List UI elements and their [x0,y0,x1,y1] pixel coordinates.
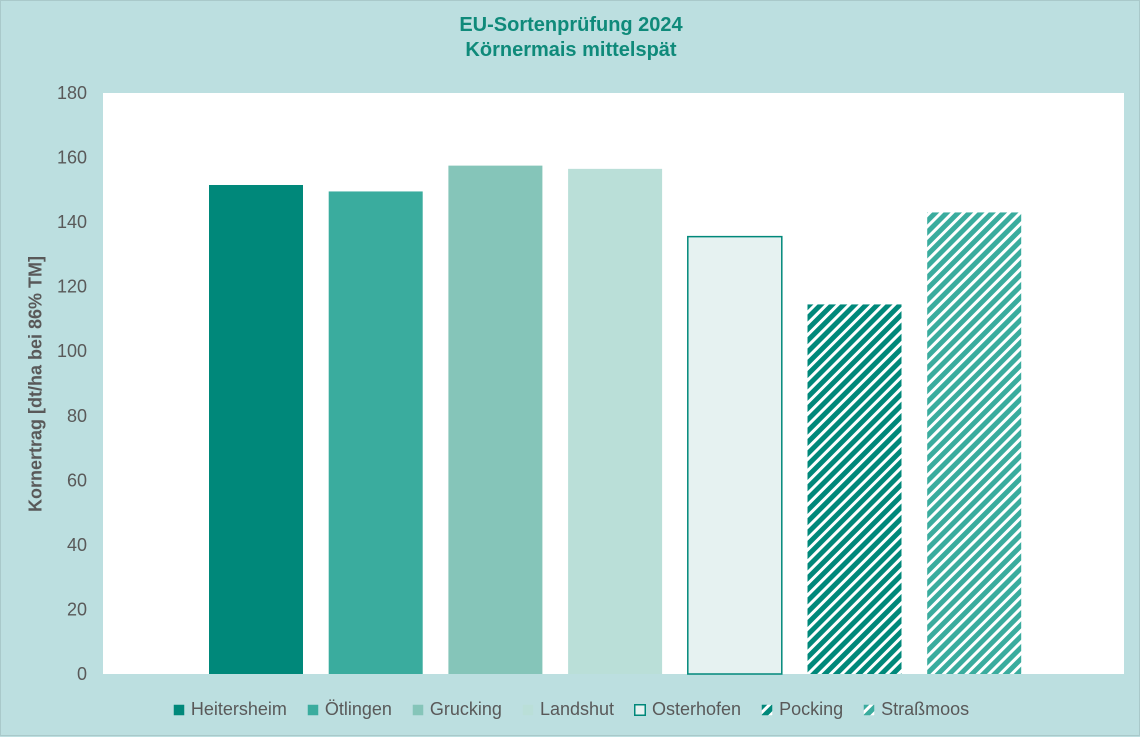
legend-swatch [863,704,875,715]
y-tick-label: 40 [67,535,87,555]
chart-title-line-2: Körnermais mittelspät [465,39,677,61]
legend-item: Osterhofen [634,699,741,720]
legend-label: Heitersheim [190,698,287,719]
y-tick-label: 80 [67,406,87,426]
legend-label: Landshut [539,698,615,719]
legend-item: Straßmoos [863,699,969,720]
y-tick-label: 160 [57,148,87,168]
legend-label: Pocking [779,698,844,719]
y-tick-label: 180 [57,83,87,103]
legend-swatch [522,704,534,715]
bar-landshut [568,168,663,674]
bars [209,165,1022,675]
legend: Heitersheim Ötlingen Grucking Landshut Oster… [1,698,1140,720]
legend-label: Ötlingen [324,698,392,719]
y-axis-ticks: 0 20 40 60 80 100 120 140 160 180 [57,83,87,684]
legend-swatch [173,704,185,715]
legend-label: Grucking [429,698,502,719]
legend-label: Straßmoos [881,698,970,719]
y-tick-label: 60 [67,470,87,490]
y-tick-label: 0 [77,664,87,684]
legend-label: Osterhofen [652,698,742,719]
bar-osterhofen [687,235,783,675]
chart-title: EU-Sortenprüfung 2024 Körnermais mittels… [1,13,1140,63]
y-tick-label: 20 [67,599,87,619]
y-tick-label: 140 [57,212,87,232]
legend-item: Heitersheim [173,699,287,720]
legend-item: Grucking [412,699,502,720]
legend-item: Pocking [761,699,843,720]
chart-title-line-1: EU-Sortenprüfung 2024 [459,14,683,36]
bar-straßmoos [927,212,1022,674]
legend-swatch [761,704,773,715]
bar-heitersheim [209,184,303,674]
legend-swatch [412,704,424,715]
bar-pocking [807,304,902,674]
legend-swatch [307,704,319,715]
legend-item: Ötlingen [307,699,392,720]
y-tick-label: 120 [57,277,87,297]
bar-grucking [448,165,543,674]
y-tick-label: 100 [57,341,87,361]
legend-item: Landshut [522,699,614,720]
legend-swatch [634,703,647,716]
bar-ötlingen [328,191,423,675]
